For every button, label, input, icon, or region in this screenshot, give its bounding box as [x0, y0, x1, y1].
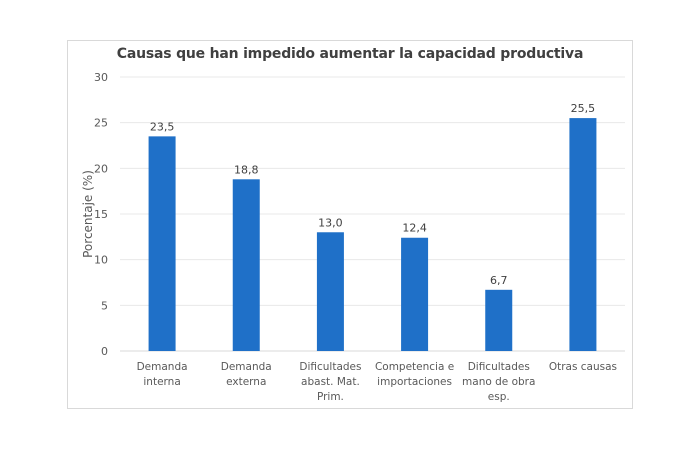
- category-label-line: Dificultades: [468, 361, 530, 373]
- category-label-line: Demanda: [221, 361, 272, 373]
- category-label: Competencia e importaciones: [375, 361, 454, 388]
- bar: [485, 289, 513, 351]
- category-label-line: Demanda: [137, 361, 188, 373]
- data-labels: 23,5 18,8 13,0 12,4 6,7 25,5: [150, 102, 595, 287]
- category-label-line: Competencia e: [375, 361, 454, 373]
- y-tick-label: 15: [94, 208, 108, 221]
- category-label-line: Dificultades: [299, 361, 361, 373]
- bars: [148, 118, 597, 351]
- data-label: 23,5: [150, 120, 175, 133]
- y-tick-label: 10: [94, 254, 108, 267]
- category-label-line: esp.: [488, 391, 510, 403]
- gridlines: [120, 76, 625, 352]
- data-label: 6,7: [490, 274, 508, 287]
- category-label-line: abast. Mat.: [301, 376, 360, 388]
- category-label: Dificultades mano de obra esp.: [462, 361, 535, 403]
- category-label-line: externa: [226, 376, 266, 388]
- y-tick-label: 25: [94, 117, 108, 130]
- y-tick-label: 0: [101, 345, 108, 358]
- category-label: Demanda externa: [221, 361, 272, 388]
- y-tick-label: 5: [101, 299, 108, 312]
- data-label: 25,5: [571, 102, 596, 115]
- bar: [316, 232, 344, 351]
- y-axis-title: Porcentaje (%): [81, 170, 95, 258]
- category-label-line: mano de obra: [462, 376, 535, 388]
- chart-title: Causas que han impedido aumentar la capa…: [116, 46, 584, 62]
- data-label: 12,4: [402, 222, 427, 235]
- category-labels: Demanda interna Demanda externa Dificultades…: [137, 361, 617, 403]
- data-label: 13,0: [318, 216, 343, 229]
- category-label-line: Prim.: [317, 391, 344, 403]
- bar: [401, 237, 429, 351]
- y-axis-ticks: 0 5 10 15 20 25 30: [94, 71, 108, 358]
- y-tick-label: 20: [94, 162, 108, 175]
- bar: [569, 118, 597, 351]
- category-label-line: interna: [143, 376, 180, 388]
- category-label: Demanda interna: [137, 361, 188, 388]
- category-label: Dificultades abast. Mat. Prim.: [299, 361, 361, 403]
- category-label-line: importaciones: [377, 376, 452, 388]
- category-label: Otras causas: [549, 361, 617, 373]
- bar: [232, 179, 260, 351]
- category-label-line: Otras causas: [549, 361, 617, 373]
- data-label: 18,8: [234, 163, 259, 176]
- bar: [148, 136, 176, 351]
- y-tick-label: 30: [94, 71, 108, 84]
